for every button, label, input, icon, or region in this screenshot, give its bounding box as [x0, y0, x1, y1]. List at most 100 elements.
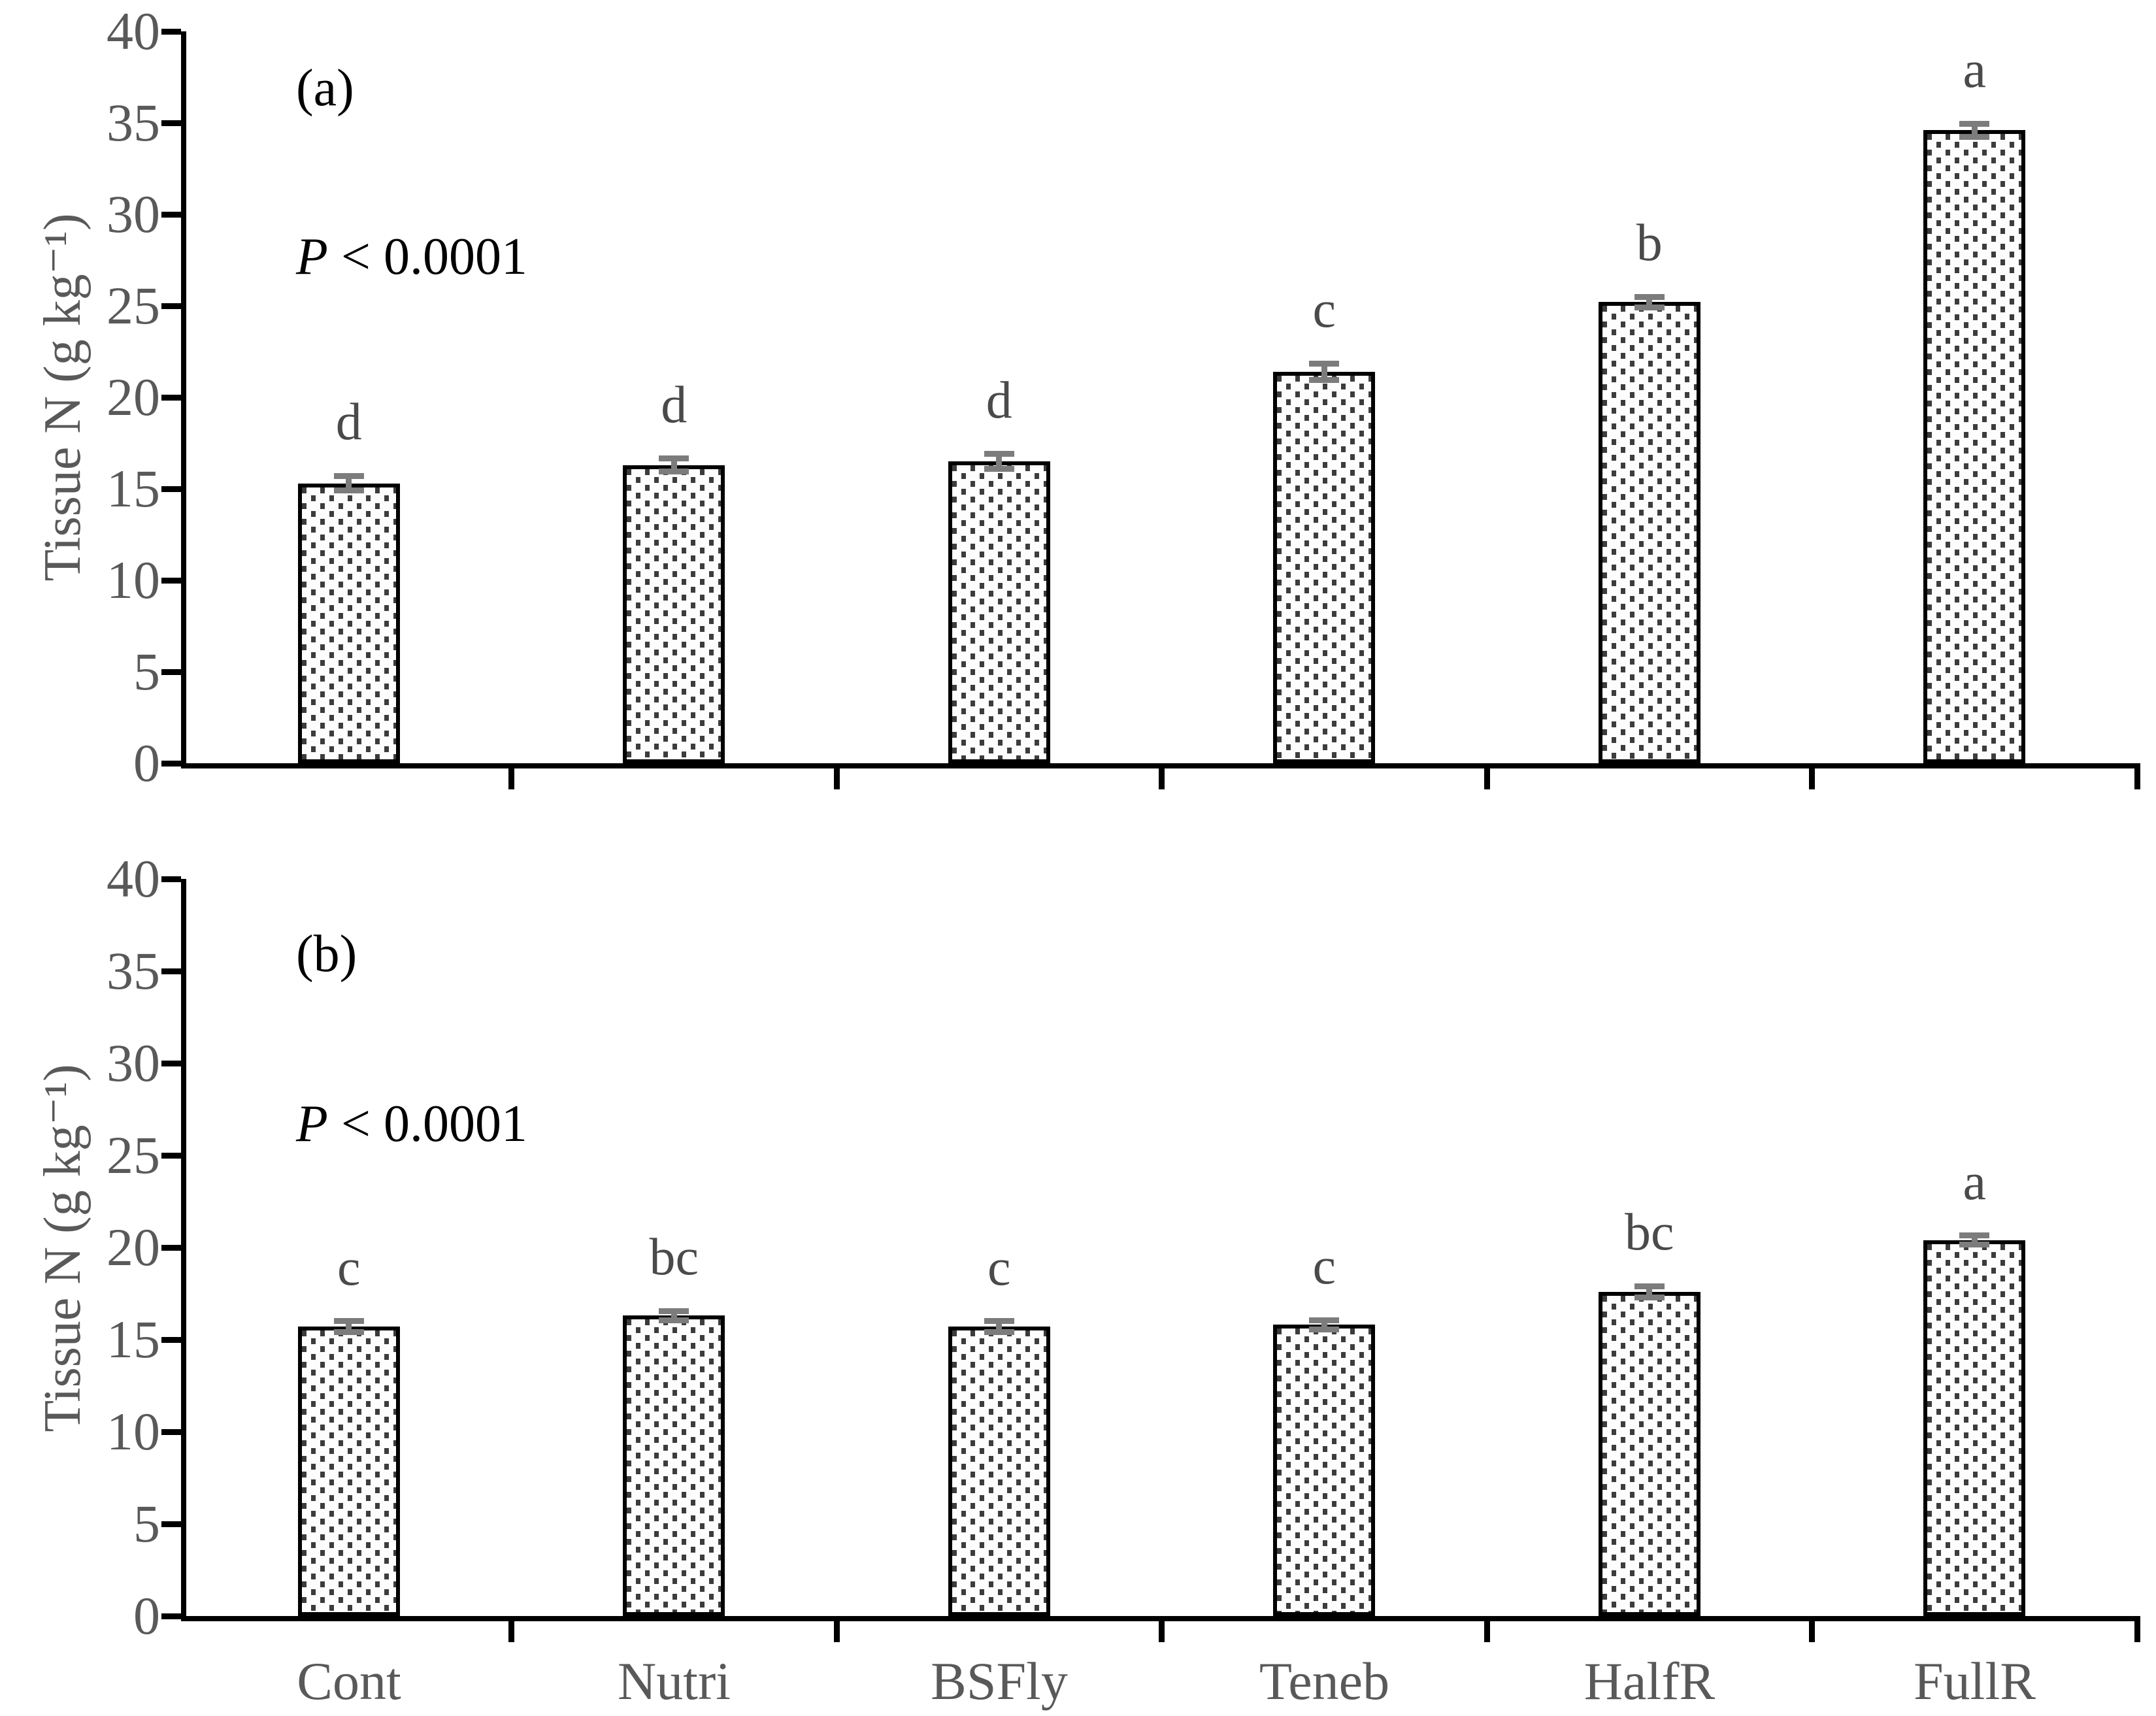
sig-letter: d: [986, 371, 1012, 429]
bar: [1273, 1325, 1376, 1616]
category-label: Cont: [297, 1651, 401, 1711]
sig-letter: d: [335, 393, 362, 452]
category-label: Teneb: [1259, 1651, 1390, 1711]
error-bar-cap: [1309, 1317, 1340, 1323]
p-value-panel-b: P < 0.0001: [296, 1095, 527, 1154]
error-bar: [996, 454, 1003, 469]
error-bar: [671, 458, 677, 472]
sig-letter: b: [1636, 214, 1663, 272]
y-tick-label: 30: [107, 1033, 160, 1093]
y-tick-label: 35: [107, 93, 160, 152]
y-tick-label: 35: [107, 941, 160, 1000]
error-bar: [346, 476, 352, 491]
y-tick: [161, 1244, 181, 1251]
y-tick: [161, 394, 181, 401]
y-tick: [161, 1613, 181, 1619]
y-tick-label: 40: [107, 849, 160, 908]
y-tick-label: 15: [107, 1310, 160, 1369]
sig-letter: a: [1963, 41, 1986, 99]
error-bar-cap: [659, 468, 689, 474]
bar: [948, 461, 1050, 763]
error-bar-cap: [1309, 376, 1340, 383]
x-tick: [508, 763, 514, 789]
y-tick-label: 10: [107, 550, 160, 610]
error-bar-cap: [1959, 1242, 1990, 1248]
error-bar: [346, 1321, 352, 1332]
bar: [1598, 302, 1700, 763]
error-bar-cap: [1309, 360, 1340, 367]
x-tick: [1159, 763, 1165, 789]
y-tick: [161, 211, 181, 218]
bar: [623, 1315, 725, 1616]
x-tick: [833, 763, 840, 789]
y-tick: [161, 120, 181, 126]
error-bar-cap: [984, 1329, 1014, 1336]
category-label: Nutri: [617, 1651, 731, 1711]
p-symbol: P: [296, 1095, 328, 1153]
sig-letter: bc: [649, 1229, 699, 1287]
bar: [1598, 1291, 1700, 1616]
error-bar-cap: [1634, 293, 1665, 300]
sig-letter: d: [661, 376, 688, 434]
error-bar-cap: [984, 1318, 1014, 1325]
error-bar: [1971, 124, 1978, 137]
category-label: HalfR: [1584, 1651, 1716, 1711]
y-tick-label: 5: [133, 642, 160, 701]
y-tick: [161, 668, 181, 675]
y-tick: [161, 28, 181, 35]
error-bar-cap: [659, 455, 689, 462]
bar: [1273, 371, 1376, 763]
y-tick: [161, 1428, 181, 1435]
sig-letter: c: [1312, 281, 1336, 339]
y-tick: [161, 303, 181, 309]
p-symbol: P: [296, 228, 328, 286]
x-tick: [2134, 1616, 2140, 1642]
error-bar-cap: [333, 487, 364, 494]
bar: [623, 465, 725, 763]
y-tick: [161, 1152, 181, 1159]
error-bar-cap: [984, 465, 1014, 472]
y-tick-label: 25: [107, 276, 160, 335]
error-bar-cap: [659, 1317, 689, 1323]
sig-letter: c: [1312, 1238, 1336, 1296]
y-tick-label: 15: [107, 459, 160, 518]
y-tick: [161, 1521, 181, 1527]
x-tick: [1159, 1616, 1165, 1642]
bar: [1923, 1240, 2026, 1616]
error-bar-cap: [1634, 1294, 1665, 1300]
y-tick: [161, 760, 181, 767]
error-bar-cap: [1634, 1283, 1665, 1289]
y-tick-label: 30: [107, 184, 160, 244]
error-bar: [1971, 1235, 1978, 1245]
category-label: BSFly: [931, 1651, 1068, 1711]
error-bar-cap: [659, 1308, 689, 1314]
sig-letter: c: [987, 1238, 1011, 1296]
sig-letter: bc: [1624, 1204, 1674, 1262]
error-bar: [1646, 297, 1653, 308]
bar: [948, 1327, 1050, 1616]
error-bar-cap: [1309, 1326, 1340, 1332]
x-tick: [2134, 763, 2140, 789]
sig-letter: c: [337, 1238, 361, 1296]
error-bar: [1646, 1286, 1653, 1298]
error-bar: [1321, 363, 1327, 380]
x-tick: [1484, 763, 1490, 789]
x-tick: [1809, 1616, 1815, 1642]
x-tick: [1484, 1616, 1490, 1642]
x-tick: [508, 1616, 514, 1642]
error-bar: [1321, 1320, 1327, 1330]
plot-area-panel-b: (b) P < 0.0001 c bc c c bc a: [161, 876, 2140, 1642]
x-tick: [833, 1616, 840, 1642]
y-tick-label: 25: [107, 1125, 160, 1185]
category-label: FullR: [1914, 1651, 2036, 1711]
bar: [1923, 130, 2026, 763]
x-tick: [1809, 763, 1815, 789]
error-bar-cap: [333, 472, 364, 479]
bar: [297, 483, 400, 763]
error-bar: [996, 1321, 1003, 1332]
error-bar-cap: [1634, 305, 1665, 311]
y-tick-label: 40: [107, 1, 160, 61]
y-tick: [161, 968, 181, 974]
y-tick-label: 20: [107, 1217, 160, 1277]
y-tick-label: 10: [107, 1402, 160, 1461]
